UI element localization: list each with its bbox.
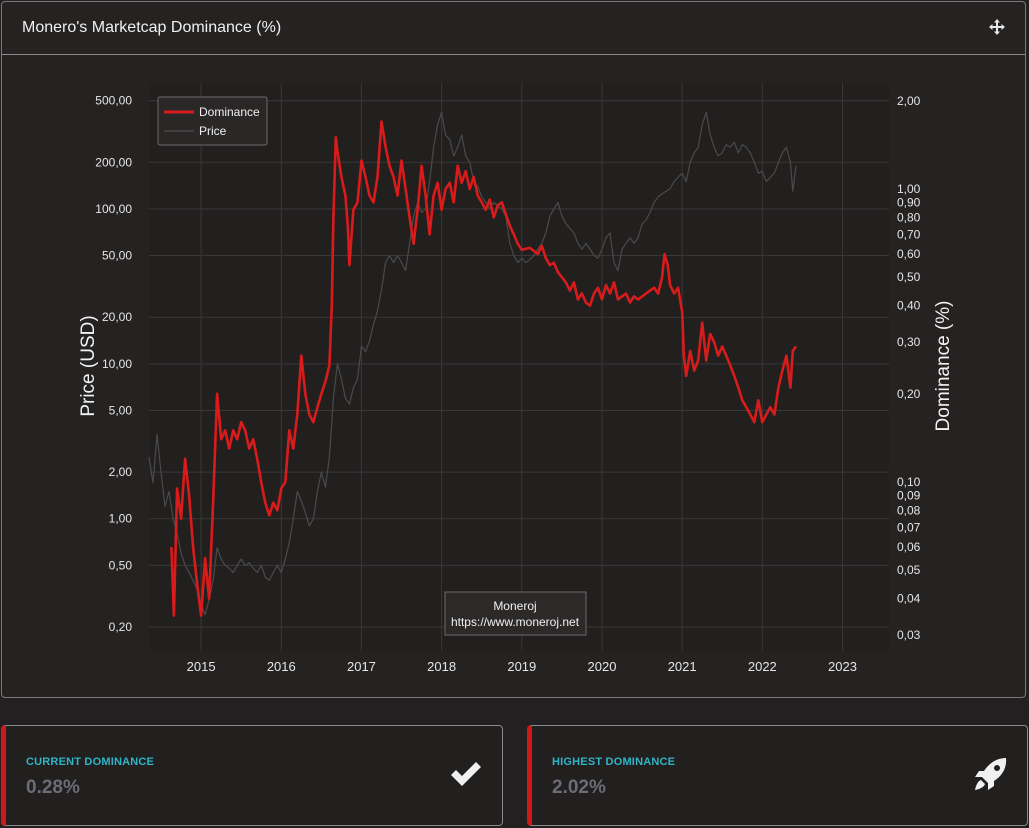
check-icon [451, 762, 481, 786]
x-tick-label: 2015 [187, 659, 216, 674]
y-right-tick-label: 0,90 [897, 195, 921, 209]
y-left-tick-label: 5,00 [109, 403, 133, 417]
y-right-tick-label: 1,00 [897, 182, 921, 196]
y-left-tick-label: 50,00 [102, 249, 132, 263]
y-left-tick-label: 10,00 [102, 357, 132, 371]
chart-area: 0,20 0,50 1,00 2,00 5,00 10,00 20,00 50,00 100,0… [2, 55, 1027, 698]
highest-dominance-value: 2.02% [552, 777, 606, 798]
rocket-icon [975, 758, 1007, 790]
current-dominance-label: CURRENT DOMINANCE [26, 756, 155, 768]
highest-dominance-label: HIGHEST DOMINANCE [552, 756, 676, 768]
series-line-dominance [170, 120, 798, 617]
chart-title: Monero's Marketcap Dominance (%) [22, 19, 282, 36]
x-tick-label: 2018 [427, 659, 456, 674]
y-right-axis-label: Dominance (%) [933, 301, 954, 432]
y-right-tick-label: 0,10 [897, 475, 921, 489]
y-right-tick-label: 0,08 [897, 503, 921, 517]
y-right-tick-label: 0,09 [897, 488, 921, 502]
x-tick-label: 2019 [507, 659, 536, 674]
y-right-tick-label: 0,60 [897, 247, 921, 261]
dominance-chart-card: Monero's Marketcap Dominance (%) 0,20 0,5… [1, 1, 1026, 698]
legend-entry-price: Price [199, 124, 227, 138]
y-left-tick-label: 2,00 [109, 465, 133, 479]
y-left-tick-label: 1,00 [109, 512, 133, 526]
right-axis-ticks: 0,03 0,04 0,05 0,06 0,07 0,080,090,10 0,20 0,30… [897, 94, 921, 642]
dominance-price-chart: 0,20 0,50 1,00 2,00 5,00 10,00 20,00 50,00 100,0… [78, 83, 954, 674]
current-dominance-value: 0.28% [26, 777, 80, 798]
y-right-tick-label: 0,06 [897, 540, 921, 554]
x-axis-ticks: 2015 2016 2017 2018 2019 2020 2021 2022 2023 [187, 659, 857, 674]
series-layer [148, 111, 798, 617]
y-right-tick-label: 0,07 [897, 520, 921, 534]
legend-entry-dominance: Dominance [199, 105, 260, 119]
x-tick-label: 2021 [668, 659, 697, 674]
y-right-tick-label: 0,03 [897, 628, 921, 642]
y-right-tick-label: 0,40 [897, 299, 921, 313]
x-tick-label: 2022 [748, 659, 777, 674]
y-left-tick-label: 100,00 [95, 202, 132, 216]
x-tick-label: 2017 [347, 659, 376, 674]
legend-box [157, 96, 268, 146]
move-arrows-icon[interactable] [989, 19, 1005, 35]
plot-background [149, 83, 889, 651]
y-right-tick-label: 0,80 [897, 210, 921, 224]
watermark-url: https://www.moneroj.net [451, 615, 580, 629]
y-left-tick-label: 0,50 [109, 558, 133, 572]
x-tick-label: 2023 [828, 659, 857, 674]
card-header: Monero's Marketcap Dominance (%) [2, 2, 1025, 55]
left-axis-ticks: 0,20 0,50 1,00 2,00 5,00 10,00 20,00 50,00 100,0… [95, 94, 132, 634]
y-right-tick-label: 0,20 [897, 387, 921, 401]
y-right-tick-label: 0,70 [897, 227, 921, 241]
watermark: Moneroj https://www.moneroj.net [444, 591, 587, 636]
y-right-tick-label: 2,00 [897, 94, 921, 108]
y-right-tick-label: 0,05 [897, 563, 921, 577]
y-left-tick-label: 200,00 [95, 155, 132, 169]
highest-dominance-card: HIGHEST DOMINANCE 2.02% [527, 725, 1028, 826]
x-tick-label: 2016 [267, 659, 296, 674]
y-right-tick-label: 0,30 [897, 335, 921, 349]
watermark-box [444, 591, 587, 636]
y-left-tick-label: 500,00 [95, 94, 132, 108]
x-tick-label: 2020 [588, 659, 617, 674]
y-right-tick-label: 0,04 [897, 592, 921, 606]
legend: Dominance Price [157, 96, 268, 146]
grid-lines [149, 83, 889, 651]
y-left-axis-label: Price (USD) [78, 315, 99, 416]
y-left-tick-label: 0,20 [109, 620, 133, 634]
y-right-tick-label: 0,50 [897, 270, 921, 284]
current-dominance-card: CURRENT DOMINANCE 0.28% [1, 725, 503, 826]
y-left-tick-label: 20,00 [102, 310, 132, 324]
watermark-title: Moneroj [493, 599, 536, 613]
